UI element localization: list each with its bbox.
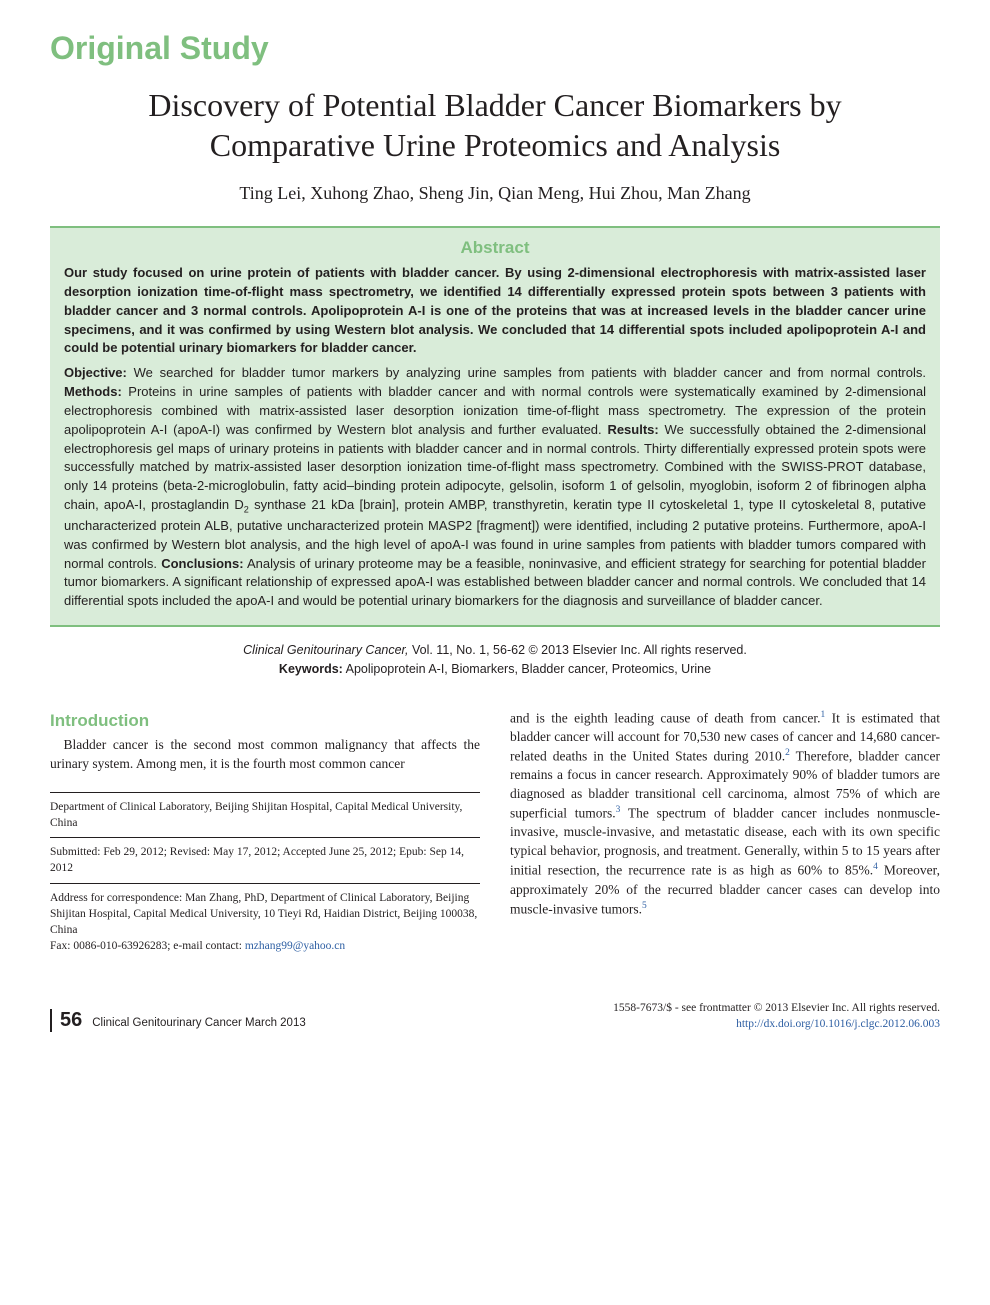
abstract-objective-label: Objective: [64,365,127,380]
body-columns: Introduction Bladder cancer is the secon… [50,709,940,960]
footer-journal: Clinical Genitourinary Cancer March 2013 [92,1017,306,1029]
page-footer: 56 Clinical Genitourinary Cancer March 2… [50,1000,940,1032]
abstract-lead: Our study focused on urine protein of pa… [64,264,926,358]
footer-left: 56 Clinical Genitourinary Cancer March 2… [50,1009,306,1032]
abstract-body: Objective: We searched for bladder tumor… [64,364,926,611]
article-meta-block: Department of Clinical Laboratory, Beiji… [50,792,480,960]
introduction-heading: Introduction [50,709,480,733]
correspondence-row: Address for correspondence: Man Zhang, P… [50,883,480,960]
abstract-box: Abstract Our study focused on urine prot… [50,226,940,627]
footer-issue-date: March 2013 [242,1017,306,1029]
intro-p2a: and is the eighth leading cause of death… [510,710,821,725]
keywords-text: Apolipoprotein A-I, Biomarkers, Bladder … [343,662,711,676]
citation-block: Clinical Genitourinary Cancer, Vol. 11, … [50,641,940,679]
abstract-conclusions-label: Conclusions: [161,556,243,571]
footer-right: 1558-7673/$ - see frontmatter © 2013 Els… [613,1000,940,1032]
footer-issn: 1558-7673/$ - see frontmatter © 2013 Els… [613,1002,940,1014]
article-title: Discovery of Potential Bladder Cancer Bi… [90,85,900,165]
citation-journal: Clinical Genitourinary Cancer, [243,643,408,657]
ref-5[interactable]: 5 [642,901,647,911]
footer-journal-name: Clinical Genitourinary Cancer [92,1017,242,1029]
footer-doi-link[interactable]: http://dx.doi.org/10.1016/j.clgc.2012.06… [736,1018,940,1030]
authors-line: Ting Lei, Xuhong Zhao, Sheng Jin, Qian M… [50,183,940,204]
abstract-methods-label: Methods: [64,384,122,399]
abstract-objective-text: We searched for bladder tumor markers by… [127,365,926,380]
section-label: Original Study [50,30,940,67]
correspondence-email-link[interactable]: mzhang99@yahoo.cn [245,940,345,952]
intro-paragraph-left: Bladder cancer is the second most common… [50,736,480,774]
abstract-heading: Abstract [64,238,926,258]
page-number: 56 [50,1009,82,1032]
abstract-results-label: Results: [607,422,658,437]
citation-volinfo: Vol. 11, No. 1, 56-62 © 2013 Elsevier In… [409,643,747,657]
correspondence-text: Address for correspondence: Man Zhang, P… [50,892,477,936]
intro-paragraph-right: and is the eighth leading cause of death… [510,709,940,919]
keywords-label: Keywords: [279,662,343,676]
fax-text: Fax: 0086-010-63926283; e-mail contact: [50,940,245,952]
dates-row: Submitted: Feb 29, 2012; Revised: May 17… [50,837,480,882]
affiliation-row: Department of Clinical Laboratory, Beiji… [50,792,480,837]
